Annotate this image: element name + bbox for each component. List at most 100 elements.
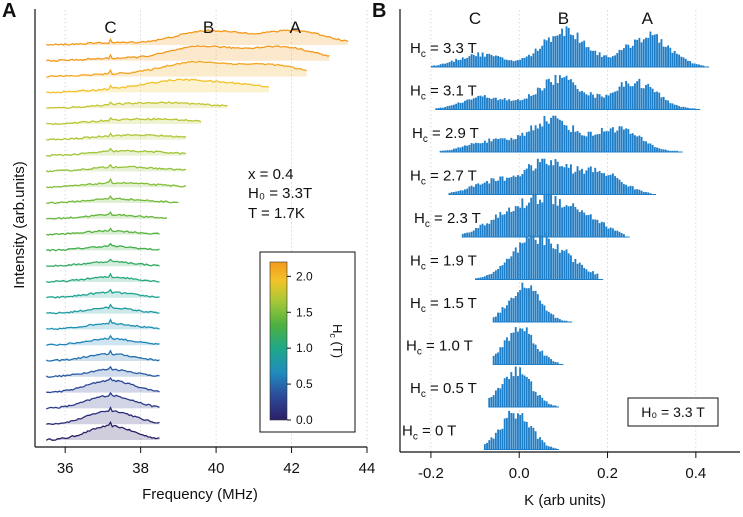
panel-b-bar — [598, 133, 601, 152]
panel-b-bar — [607, 228, 610, 237]
panel-b-bar — [550, 194, 552, 237]
panel-b-bar — [508, 410, 511, 450]
panel-b-bar — [494, 97, 497, 110]
panel-b-bar — [530, 235, 533, 280]
panel-b-bar — [517, 375, 519, 407]
panel-b-bar — [490, 98, 493, 110]
panel-b-bar — [525, 168, 528, 195]
panel-b-bar — [505, 337, 508, 365]
panel-b-bar — [532, 53, 535, 67]
panel-b-bar — [494, 138, 497, 152]
panel-b-bar — [488, 138, 491, 152]
panel-b-bar — [505, 100, 508, 110]
panel-b-bar — [614, 91, 617, 110]
panel-b-bar — [514, 206, 517, 237]
panel-b-bar — [486, 142, 488, 152]
panel-b-bar — [698, 64, 700, 67]
panel-b-spectrum — [461, 193, 630, 238]
panel-b-bar — [510, 333, 513, 365]
panel-b-bar — [483, 56, 486, 67]
panel-b-bar — [640, 88, 643, 110]
panel-b-bar — [479, 143, 482, 152]
panel-b-bar — [570, 34, 572, 67]
panel-b-bar — [638, 189, 641, 195]
panel-b-bar — [574, 206, 577, 237]
panel-b-bar — [689, 61, 692, 67]
panel-b-bar — [517, 252, 519, 280]
panel-b-bar — [653, 34, 656, 67]
panel-b-bar — [543, 400, 546, 407]
panel-b-bar — [468, 232, 471, 237]
panel-b-bar — [457, 147, 460, 152]
panel-b-bar — [583, 40, 586, 67]
panel-b-bar — [525, 132, 528, 152]
panel-b-bar — [488, 183, 491, 195]
panel-b-bar — [499, 388, 502, 407]
panel-b-bar — [563, 77, 566, 110]
panel-b-bar — [645, 37, 647, 67]
panel-b-bar — [501, 99, 504, 110]
panel-b-bar — [464, 189, 466, 195]
panel-b-bar — [651, 35, 654, 67]
panel-b-bar — [450, 149, 453, 152]
panel-b-bar — [642, 191, 645, 195]
panel-b-bar — [505, 376, 508, 407]
panel-b-bar — [547, 165, 550, 195]
panel-b-bar — [477, 52, 480, 67]
panel-b-bar — [523, 135, 526, 152]
panel-b-bar — [605, 94, 608, 110]
panel-b-bar — [505, 139, 508, 152]
panel-b-bar — [605, 226, 608, 237]
panel-b-bar — [479, 224, 482, 237]
panel-b-bar — [497, 312, 499, 322]
panel-b-bar — [636, 189, 639, 195]
panel-b-bar — [550, 313, 552, 322]
panel-b-peak-label-A: A — [642, 9, 654, 28]
panel-b-spectrum — [435, 74, 701, 110]
panel-b-bar — [611, 127, 614, 152]
panel-b-bar — [647, 83, 650, 110]
panel-b-bar — [618, 179, 621, 195]
panel-b-bar — [556, 83, 559, 110]
panel-b-bar — [439, 107, 442, 110]
panel-b-bar — [492, 355, 495, 365]
panel-b-bar — [528, 427, 530, 450]
panel-b-bar — [536, 50, 539, 67]
panel-b-bar — [547, 193, 550, 237]
panel-b-bar — [653, 147, 656, 152]
panel-b-bar — [437, 107, 440, 110]
panel-b-bar — [514, 139, 517, 152]
panel-b-bar — [561, 320, 564, 322]
panel-b-bar — [521, 173, 524, 195]
panel-b-bar — [477, 183, 480, 195]
panel-b-bar — [497, 180, 499, 195]
panel-b-bar — [609, 57, 612, 67]
panel-b-bar — [530, 197, 533, 237]
panel-b-bar — [675, 105, 678, 110]
panel-b-bar — [536, 348, 539, 365]
annotation-h0: H₀ = 3.3T — [248, 185, 312, 202]
panel-b-bar — [570, 79, 572, 110]
panel-b-bar — [561, 250, 564, 280]
panel-b-bar — [501, 57, 504, 67]
panel-b-bar — [510, 413, 513, 450]
panel-b-bar — [477, 277, 480, 280]
panel-b-bar — [488, 274, 491, 280]
panel-b-bar — [570, 164, 572, 195]
annotation-temperature: T = 1.7K — [248, 205, 305, 222]
panel-b-bar — [525, 98, 528, 110]
panel-b-bar — [525, 327, 528, 365]
panel-b-bar — [552, 204, 555, 237]
panel-b-bar — [461, 57, 464, 67]
panel-b-bar — [503, 262, 506, 280]
panel-b-bar — [574, 259, 577, 280]
panel-a-trace — [46, 60, 307, 78]
panel-b-bar — [578, 91, 581, 110]
panel-b-bar — [651, 88, 654, 110]
panel-b-bar — [625, 184, 628, 195]
panel-b-x-axis-label: K (arb units) — [524, 492, 606, 509]
panel-b-bar — [525, 288, 528, 322]
panel-b-bar — [660, 97, 663, 110]
panel-b-bar — [488, 223, 491, 237]
panel-b-x-tick-label: 0.2 — [597, 465, 618, 482]
